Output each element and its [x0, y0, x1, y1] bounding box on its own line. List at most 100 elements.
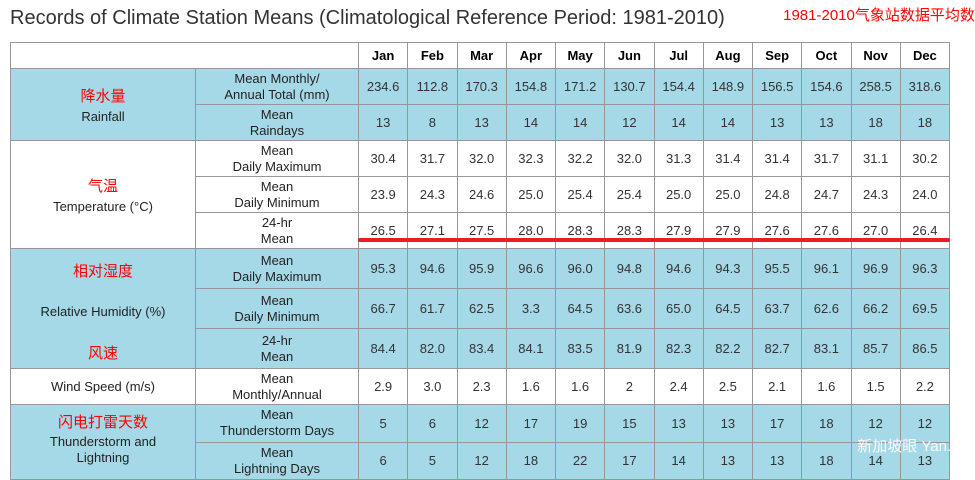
group-cell-humidity: 相对湿度 Relative Humidity (%) 风速: [10, 248, 196, 369]
value-cell: 63.7: [751, 288, 803, 329]
value-cell: 25.0: [702, 176, 754, 213]
value-cell: 15: [604, 404, 655, 443]
value-cell: 27.9: [702, 212, 754, 249]
group-label-zh: 闪电打雷天数: [57, 414, 148, 431]
climate-table: Jan Feb Mar Apr May Jun Jul Aug Sep Oct …: [10, 42, 951, 480]
value-cell: 14: [653, 441, 704, 480]
value-cell: 18: [505, 441, 557, 480]
value-cell: 26.4: [899, 212, 951, 249]
corner-cell: [10, 42, 359, 69]
value-cell: 3.3: [505, 288, 557, 329]
row-label-line: Mean: [260, 370, 294, 386]
value-cell: 14: [554, 104, 606, 141]
value-cell: 25.4: [554, 176, 606, 213]
month-header: Aug: [702, 42, 754, 69]
group-label: 闪电打雷天数 Thunderstorm and Lightning: [11, 405, 195, 479]
month-header: Sep: [751, 42, 803, 69]
group-label-en: Temperature (°C): [53, 198, 153, 214]
row-label-cell: Mean Monthly/ Annual Total (mm): [195, 68, 359, 105]
row-label-cell: Mean Raindays: [195, 104, 359, 141]
value-cell: 28.0: [505, 212, 557, 249]
month-header: Jan: [357, 42, 409, 69]
row-label-line: Daily Minimum: [234, 194, 320, 210]
value-cell: 18: [899, 104, 951, 141]
group-cell-rainfall: 降水量 Rainfall: [10, 68, 196, 141]
row-label-cell: Mean Daily Minimum: [195, 288, 359, 329]
row-label-cell: Mean Monthly/Annual: [195, 368, 359, 405]
value-cell: 13: [357, 104, 409, 141]
value-cell: 61.7: [407, 288, 458, 329]
row-label-line: Lightning Days: [234, 460, 320, 476]
value-cell: 82.7: [751, 328, 803, 369]
value-cell: 18: [801, 404, 852, 443]
value-cell: 27.9: [653, 212, 704, 249]
row-label-cell: Mean Daily Minimum: [195, 176, 359, 213]
value-cell: 28.3: [554, 212, 606, 249]
value-cell: 18: [801, 441, 852, 480]
month-header: Jun: [604, 42, 655, 69]
page: Records of Climate Station Means (Climat…: [10, 7, 975, 480]
value-cell: 32.3: [505, 140, 557, 177]
value-cell: 28.3: [604, 212, 655, 249]
value-cell: 31.4: [702, 140, 754, 177]
value-cell: 170.3: [456, 68, 507, 105]
value-cell: 24.3: [850, 176, 901, 213]
value-cell: 84.1: [505, 328, 557, 369]
value-cell: 82.2: [702, 328, 754, 369]
value-cell: 31.7: [407, 140, 458, 177]
value-cell: 6: [357, 441, 409, 480]
value-cell: 69.5: [899, 288, 951, 329]
value-cell: 14: [702, 104, 754, 141]
value-cell: 85.7: [850, 328, 901, 369]
value-cell: 96.6: [505, 248, 557, 289]
row-label-line: Mean: [260, 230, 294, 246]
value-cell: 5: [357, 404, 409, 443]
month-header: Feb: [407, 42, 458, 69]
value-cell: 22: [554, 441, 606, 480]
value-cell: 30.2: [899, 140, 951, 177]
row-label-line: Mean: [260, 178, 294, 194]
value-cell: 62.6: [801, 288, 852, 329]
value-cell: 12: [456, 404, 507, 443]
group-label-zh: 相对湿度: [72, 263, 133, 280]
value-cell: 13: [801, 104, 852, 141]
group-label-en: Thunderstorm and Lightning: [49, 434, 157, 465]
value-cell: 24.8: [751, 176, 803, 213]
value-cell: 94.3: [702, 248, 754, 289]
row-label-line: Mean: [260, 106, 294, 122]
value-cell: 13: [702, 404, 754, 443]
row-label-line: Mean Monthly/: [234, 70, 320, 86]
value-cell: 13: [456, 104, 507, 141]
value-cell: 156.5: [751, 68, 803, 105]
value-cell: 31.7: [801, 140, 852, 177]
row-label-line: 24-hr: [261, 214, 293, 230]
chinese-annotation: 1981-2010气象站数据平均数: [783, 7, 975, 24]
row-label-line: Monthly/Annual: [232, 386, 322, 402]
value-cell: 62.5: [456, 288, 507, 329]
value-cell: 24.6: [456, 176, 507, 213]
value-cell: 23.9: [357, 176, 409, 213]
table-row-underlined: 24-hr Mean 26.5 27.1 27.5 28.0 28.3 28.3…: [11, 212, 951, 249]
value-cell: 96.3: [899, 248, 951, 289]
value-cell: 2: [604, 368, 655, 405]
value-cell: 81.9: [604, 328, 655, 369]
row-label-line: 24-hr: [261, 332, 293, 348]
row-label-line: Mean: [260, 142, 294, 158]
row-label-line: Raindays: [249, 122, 305, 138]
value-cell: 66.7: [357, 288, 409, 329]
value-cell: 154.8: [505, 68, 557, 105]
value-cell: 234.6: [357, 68, 409, 105]
value-cell: 25.4: [604, 176, 655, 213]
value-cell: 171.2: [554, 68, 606, 105]
group-label: 相对湿度 Relative Humidity (%) 风速: [11, 249, 195, 368]
row-label-cell: Mean Thunderstorm Days: [195, 404, 359, 443]
value-cell: 148.9: [702, 68, 754, 105]
row-label-line: Thunderstorm Days: [219, 423, 335, 439]
value-cell: 2.2: [899, 368, 951, 405]
value-cell: 13: [653, 404, 704, 443]
value-cell: 3.0: [407, 368, 458, 405]
value-cell: 6: [407, 404, 458, 443]
value-cell: 86.5: [899, 328, 951, 369]
table-row: Mean Daily Minimum 66.7 61.7 62.5 3.3 64…: [11, 288, 951, 329]
value-cell: 63.6: [604, 288, 655, 329]
